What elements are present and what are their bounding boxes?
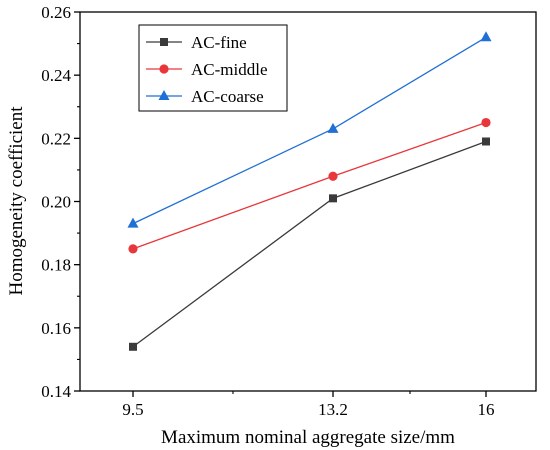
- x-tick-label: 16: [478, 400, 495, 419]
- y-tick-label: 0.16: [41, 319, 71, 338]
- data-point: [329, 194, 337, 203]
- y-tick-label: 0.20: [41, 193, 71, 212]
- data-point: [328, 171, 338, 181]
- data-point: [129, 342, 137, 351]
- y-tick-label: 0.22: [41, 129, 71, 148]
- legend-marker: [158, 90, 170, 100]
- legend-label: AC-middle: [191, 60, 268, 79]
- legend-items: AC-fine AC-middle AC-coarse: [146, 33, 268, 106]
- legend-label: AC-coarse: [191, 87, 264, 106]
- series-line: [132, 140, 487, 348]
- data-point: [128, 244, 138, 254]
- series-ac-fine: [129, 137, 490, 351]
- series-layer: [127, 31, 492, 351]
- data-point: [480, 31, 492, 42]
- data-point: [327, 122, 339, 133]
- series-ac-middle: [128, 117, 491, 254]
- x-tick-label: 13.2: [318, 400, 348, 419]
- legend-marker: [160, 38, 168, 46]
- legend: AC-fine AC-middle AC-coarse: [138, 24, 288, 112]
- y-tick-label: 0.14: [41, 382, 71, 401]
- y-tick-label: 0.18: [41, 256, 71, 275]
- x-axis-title: Maximum nominal aggregate size/mm: [161, 427, 455, 448]
- data-point: [482, 137, 490, 146]
- series-ac-coarse: [127, 31, 492, 228]
- y-tick-label: 0.24: [41, 66, 71, 85]
- legend-marker: [159, 64, 169, 74]
- tick-labels: 0.14 0.16 0.18 0.20 0.22 0.24 0.26 9.5 13.2 16: [41, 3, 494, 419]
- axis-ticks: [74, 11, 487, 397]
- x-tick-label: 9.5: [122, 400, 143, 419]
- legend-item: AC-fine: [146, 33, 247, 52]
- legend-item: AC-middle: [146, 60, 268, 79]
- data-point: [481, 117, 491, 128]
- series-line: [132, 121, 487, 250]
- y-axis-title: Homogeneity coefficient: [6, 106, 27, 296]
- y-tick-label: 0.26: [41, 3, 71, 22]
- data-point: [127, 217, 139, 228]
- legend-item: AC-coarse: [146, 87, 264, 106]
- legend-label: AC-fine: [191, 33, 247, 52]
